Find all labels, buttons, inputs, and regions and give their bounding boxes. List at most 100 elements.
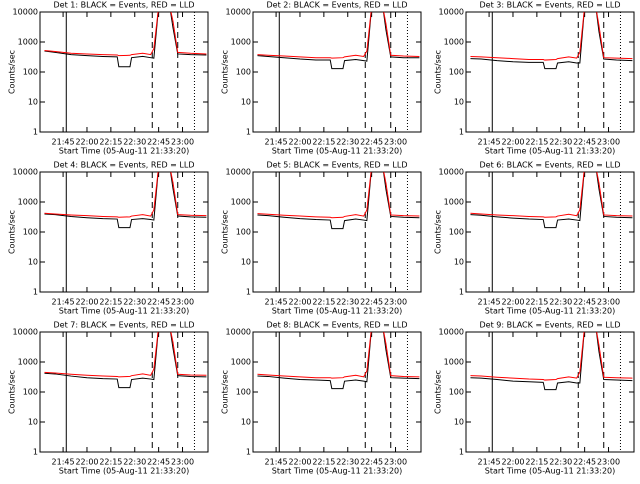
- y-tick-label: 1000: [231, 358, 251, 367]
- x-tick-label: 22:15: [312, 458, 335, 467]
- x-tick-label: 22:30: [549, 458, 572, 467]
- panel: Det 4: BLACK = Events, RED = LLD 1 10 100 10…: [8, 161, 209, 316]
- y-tick-label: 100: [449, 388, 464, 397]
- series-line: [470, 172, 633, 218]
- y-tick-label: 1: [459, 448, 464, 457]
- y-axis-label: Counts/sec: [8, 210, 17, 254]
- y-tick-label: 1: [33, 128, 38, 137]
- series-line: [470, 12, 633, 70]
- x-tick-label: 22:45: [360, 458, 383, 467]
- series-line: [257, 12, 420, 59]
- x-tick-label: 21:45: [265, 138, 288, 147]
- y-tick-label: 1: [246, 448, 251, 457]
- chart-title: Det 7: BLACK = Events, RED = LLD: [54, 321, 195, 330]
- x-tick-label: 22:45: [147, 458, 170, 467]
- y-tick-label: 10000: [13, 328, 38, 337]
- x-tick-label: 22:00: [75, 298, 98, 307]
- x-tick-label: 22:45: [573, 138, 596, 147]
- y-tick-label: 1000: [18, 358, 38, 367]
- y-tick-label: 100: [236, 388, 251, 397]
- x-tick-label: 22:00: [501, 458, 524, 467]
- y-axis-label: Counts/sec: [434, 370, 443, 414]
- x-tick-label: 21:45: [265, 458, 288, 467]
- y-tick-label: 10: [241, 98, 251, 107]
- panel: Det 8: BLACK = Events, RED = LLD 1 10 100 10…: [221, 321, 422, 476]
- x-tick-label: 22:15: [525, 458, 548, 467]
- series-line: [257, 172, 420, 219]
- panel: Det 6: BLACK = Events, RED = LLD 1 10 100 10…: [434, 161, 635, 316]
- x-tick-label: 21:45: [478, 138, 501, 147]
- series-line: [257, 332, 420, 390]
- x-tick-label: 23:00: [384, 138, 407, 147]
- series-line: [44, 332, 207, 389]
- y-tick-label: 1000: [231, 38, 251, 47]
- y-tick-label: 1: [33, 448, 38, 457]
- x-tick-label: 22:30: [123, 458, 146, 467]
- series-line: [44, 332, 207, 378]
- plot-lines: [470, 172, 633, 292]
- y-axis-label: Counts/sec: [221, 50, 230, 94]
- x-axis-label: Start Time (05-Aug-11 21:33:20): [272, 467, 403, 476]
- x-tick-label: 22:30: [123, 298, 146, 307]
- x-tick-label: 22:15: [525, 298, 548, 307]
- y-tick-label: 10: [241, 418, 251, 427]
- y-axis-label: Counts/sec: [434, 50, 443, 94]
- x-tick-label: 22:45: [573, 458, 596, 467]
- x-tick-label: 22:45: [147, 138, 170, 147]
- y-tick-label: 10000: [13, 8, 38, 17]
- x-axis-label: Start Time (05-Aug-11 21:33:20): [485, 467, 616, 476]
- y-tick-label: 100: [449, 68, 464, 77]
- x-tick-label: 22:30: [549, 298, 572, 307]
- x-tick-label: 22:15: [312, 298, 335, 307]
- x-tick-label: 21:45: [478, 458, 501, 467]
- x-axis-label: Start Time (05-Aug-11 21:33:20): [272, 307, 403, 316]
- x-tick-label: 23:00: [597, 458, 620, 467]
- x-tick-label: 22:45: [573, 298, 596, 307]
- x-tick-label: 23:00: [171, 458, 194, 467]
- series-line: [44, 172, 207, 229]
- y-tick-label: 1000: [18, 198, 38, 207]
- x-tick-label: 21:45: [52, 458, 75, 467]
- x-tick-label: 22:30: [123, 138, 146, 147]
- plot-lines: [257, 172, 420, 292]
- y-tick-label: 100: [236, 228, 251, 237]
- x-tick-label: 22:30: [336, 138, 359, 147]
- x-tick-label: 22:00: [288, 138, 311, 147]
- y-tick-label: 1000: [444, 358, 464, 367]
- chart-title: Det 6: BLACK = Events, RED = LLD: [480, 161, 621, 170]
- plot-lines: [44, 12, 207, 132]
- y-tick-label: 1000: [18, 38, 38, 47]
- x-axis-label: Start Time (05-Aug-11 21:33:20): [59, 467, 190, 476]
- y-tick-label: 100: [23, 388, 38, 397]
- y-tick-label: 10: [28, 418, 38, 427]
- x-tick-label: 21:45: [52, 298, 75, 307]
- y-tick-label: 10: [241, 258, 251, 267]
- y-tick-label: 10: [28, 98, 38, 107]
- y-tick-label: 10: [28, 258, 38, 267]
- plot-lines: [470, 332, 633, 452]
- y-tick-label: 1000: [444, 198, 464, 207]
- chart-title: Det 2: BLACK = Events, RED = LLD: [267, 1, 408, 10]
- chart-title: Det 1: BLACK = Events, RED = LLD: [54, 1, 195, 10]
- y-tick-label: 100: [449, 228, 464, 237]
- chart-title: Det 8: BLACK = Events, RED = LLD: [267, 321, 408, 330]
- x-tick-label: 23:00: [171, 138, 194, 147]
- x-tick-label: 22:00: [288, 458, 311, 467]
- x-axis-label: Start Time (05-Aug-11 21:33:20): [485, 307, 616, 316]
- plot-lines: [44, 172, 207, 292]
- x-tick-label: 22:15: [312, 138, 335, 147]
- x-tick-label: 22:30: [336, 298, 359, 307]
- chart-title: Det 5: BLACK = Events, RED = LLD: [267, 161, 408, 170]
- x-tick-label: 22:00: [501, 298, 524, 307]
- panel: Det 7: BLACK = Events, RED = LLD 1 10 100 10…: [8, 321, 209, 476]
- x-tick-label: 22:45: [147, 298, 170, 307]
- y-tick-label: 10000: [439, 168, 464, 177]
- y-tick-label: 10000: [13, 168, 38, 177]
- x-tick-label: 23:00: [597, 138, 620, 147]
- chart-title: Det 4: BLACK = Events, RED = LLD: [54, 161, 195, 170]
- x-tick-label: 22:30: [336, 458, 359, 467]
- y-axis-label: Counts/sec: [221, 370, 230, 414]
- x-tick-label: 22:15: [525, 138, 548, 147]
